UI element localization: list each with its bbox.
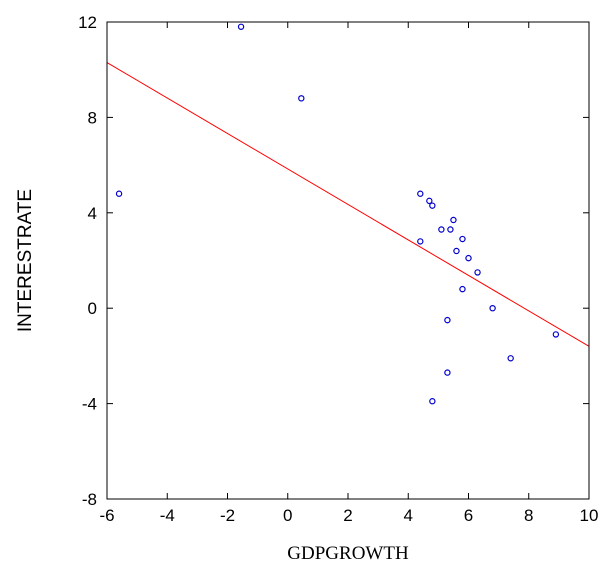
data-point bbox=[237, 23, 245, 30]
y-tick-label: -8 bbox=[82, 490, 97, 509]
y-tick-label: 0 bbox=[88, 299, 97, 318]
x-tick-label: -2 bbox=[220, 506, 235, 525]
x-tick-label: 10 bbox=[580, 506, 599, 525]
x-tick-label: 2 bbox=[343, 506, 352, 525]
data-point bbox=[465, 254, 472, 262]
plot-frame bbox=[106, 21, 590, 500]
data-point bbox=[507, 355, 514, 362]
data-point bbox=[489, 305, 496, 312]
data-point bbox=[298, 95, 305, 102]
data-point bbox=[429, 202, 436, 209]
x-axis-title: GDPGROWTH bbox=[287, 543, 409, 564]
regression-line bbox=[106, 62, 590, 347]
data-point bbox=[459, 235, 466, 243]
y-tick-label: 8 bbox=[88, 108, 97, 127]
data-point bbox=[429, 398, 436, 405]
data-point bbox=[444, 369, 451, 376]
data-point bbox=[447, 226, 454, 233]
data-point bbox=[450, 216, 457, 224]
x-tick-label: 4 bbox=[404, 506, 413, 525]
x-tick-label: -4 bbox=[160, 506, 175, 525]
x-tick-label: 6 bbox=[464, 506, 473, 525]
ticks-layer: -6 -4 -2 0 2 4 6 8 10 -8 -4 0 4 8 12 bbox=[78, 13, 598, 525]
data-point bbox=[474, 269, 481, 276]
y-tick-label: 4 bbox=[88, 204, 97, 223]
data-point bbox=[438, 226, 445, 233]
y-tick-label: 12 bbox=[78, 13, 97, 32]
data-point bbox=[426, 197, 433, 205]
data-point bbox=[417, 238, 424, 245]
data-point bbox=[459, 285, 466, 293]
data-point bbox=[552, 331, 560, 338]
points-layer bbox=[115, 23, 560, 405]
data-point bbox=[444, 316, 451, 324]
fit-line-layer bbox=[106, 62, 590, 347]
y-tick-label: -4 bbox=[82, 395, 97, 414]
x-tick-label: 8 bbox=[524, 506, 533, 525]
data-point bbox=[417, 190, 424, 197]
x-tick-label: -6 bbox=[99, 506, 114, 525]
data-point bbox=[453, 247, 460, 255]
y-axis-title: INTERESTRATE bbox=[15, 189, 36, 332]
x-tick-label: 0 bbox=[283, 506, 292, 525]
data-point bbox=[115, 190, 123, 197]
